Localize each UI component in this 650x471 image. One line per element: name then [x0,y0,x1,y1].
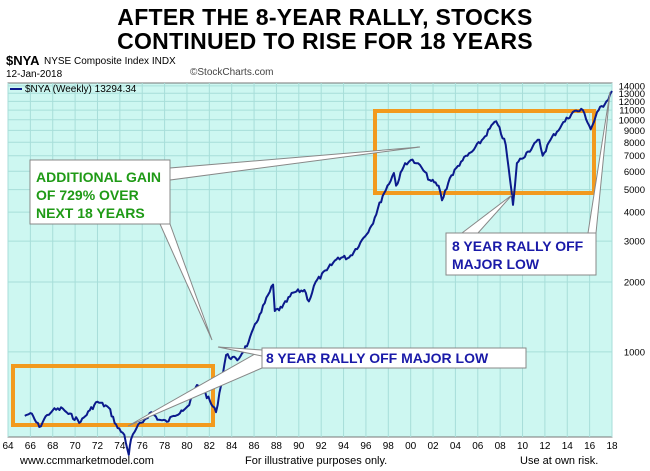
gain-callout-box [29,159,171,225]
y-axis: 1000 2000 3000 4000 5000 6000 7000 800090001000… [619,81,645,358]
footer-illustrative: For illustrative purposes only. [245,455,387,467]
x-tick-label: 86 [249,441,261,452]
x-tick-label: 88 [271,441,283,452]
x-tick-label: 78 [159,441,171,452]
rally-right-text-line-1: 8 YEAR RALLY OFF [452,238,584,254]
chart-headline-line-2: CONTINUED TO RISE FOR 18 YEARS [117,28,533,54]
legend-label: $NYA (Weekly) 13294.34 [25,84,137,95]
index-name: NYSE Composite Index INDX [44,56,176,67]
x-tick-label: 80 [181,441,193,452]
y-tick-label: 14000 [619,81,645,92]
footer-risk: Use at own risk. [520,455,598,467]
x-tick-label: 74 [114,441,126,452]
y-tick-label: 12000 [619,97,645,108]
x-tick-label: 12 [539,441,551,452]
x-tick-label: 72 [92,441,104,452]
x-axis: 64 66 68 70 72 74 76 78 80 82 84 86 88 90 92 94 96 98 00 02… [2,441,618,452]
y-tick-label: 2000 [624,278,645,289]
x-tick-label: 02 [427,441,439,452]
x-tick-label: 14 [562,441,574,452]
y-tick-label: 10000 [619,115,645,126]
gain-text-line-2: OF 729% OVER [36,187,139,203]
x-tick-label: 00 [405,441,417,452]
x-tick-label: 04 [450,441,462,452]
x-tick-label: 90 [293,441,305,452]
x-tick-label: 08 [495,441,507,452]
symbol-label: $NYA [6,53,40,68]
x-tick-label: 98 [383,441,395,452]
footer-website: www.ccmmarketmodel.com [19,455,154,467]
x-tick-label: 16 [584,441,596,452]
x-tick-label: 18 [606,441,618,452]
watermark: ©StockCharts.com [190,67,274,78]
y-tick-label: 5000 [624,185,645,196]
y-tick-label: 13000 [619,89,645,100]
x-tick-label: 92 [316,441,328,452]
x-tick-label: 76 [137,441,149,452]
x-tick-label: 70 [70,441,82,452]
rally-right-text-line-2: MAJOR LOW [452,256,540,272]
x-tick-label: 82 [204,441,216,452]
rally-left-text: 8 YEAR RALLY OFF MAJOR LOW [266,350,489,366]
x-tick-label: 96 [360,441,372,452]
gain-text-line-3: NEXT 18 YEARS [36,205,145,221]
y-tick-label: 9000 [624,126,645,137]
y-tick-label: 1000 [624,347,645,358]
chart-headline-line-1: AFTER THE 8-YEAR RALLY, STOCKS [117,4,533,30]
rally-right-callout-box [445,232,597,276]
y-tick-label: 7000 [624,151,645,162]
y-tick-label: 11000 [619,106,645,117]
y-tick-label: 6000 [624,167,645,178]
x-tick-label: 94 [338,441,350,452]
x-tick-label: 84 [226,441,238,452]
chart-date: 12-Jan-2018 [6,69,63,80]
gain-text-line-1: ADDITIONAL GAIN [36,169,161,185]
x-tick-label: 68 [47,441,59,452]
x-tick-label: 06 [472,441,484,452]
rally-left-callout-box [261,347,527,369]
nya-price-line [24,90,613,456]
x-tick-label: 10 [517,441,529,452]
highlight-box-left [11,364,215,427]
y-tick-label: 8000 [624,138,645,149]
x-tick-label: 64 [2,441,14,452]
y-tick-label: 4000 [624,208,645,219]
x-tick-label: 66 [25,441,37,452]
y-tick-label: 3000 [624,237,645,248]
